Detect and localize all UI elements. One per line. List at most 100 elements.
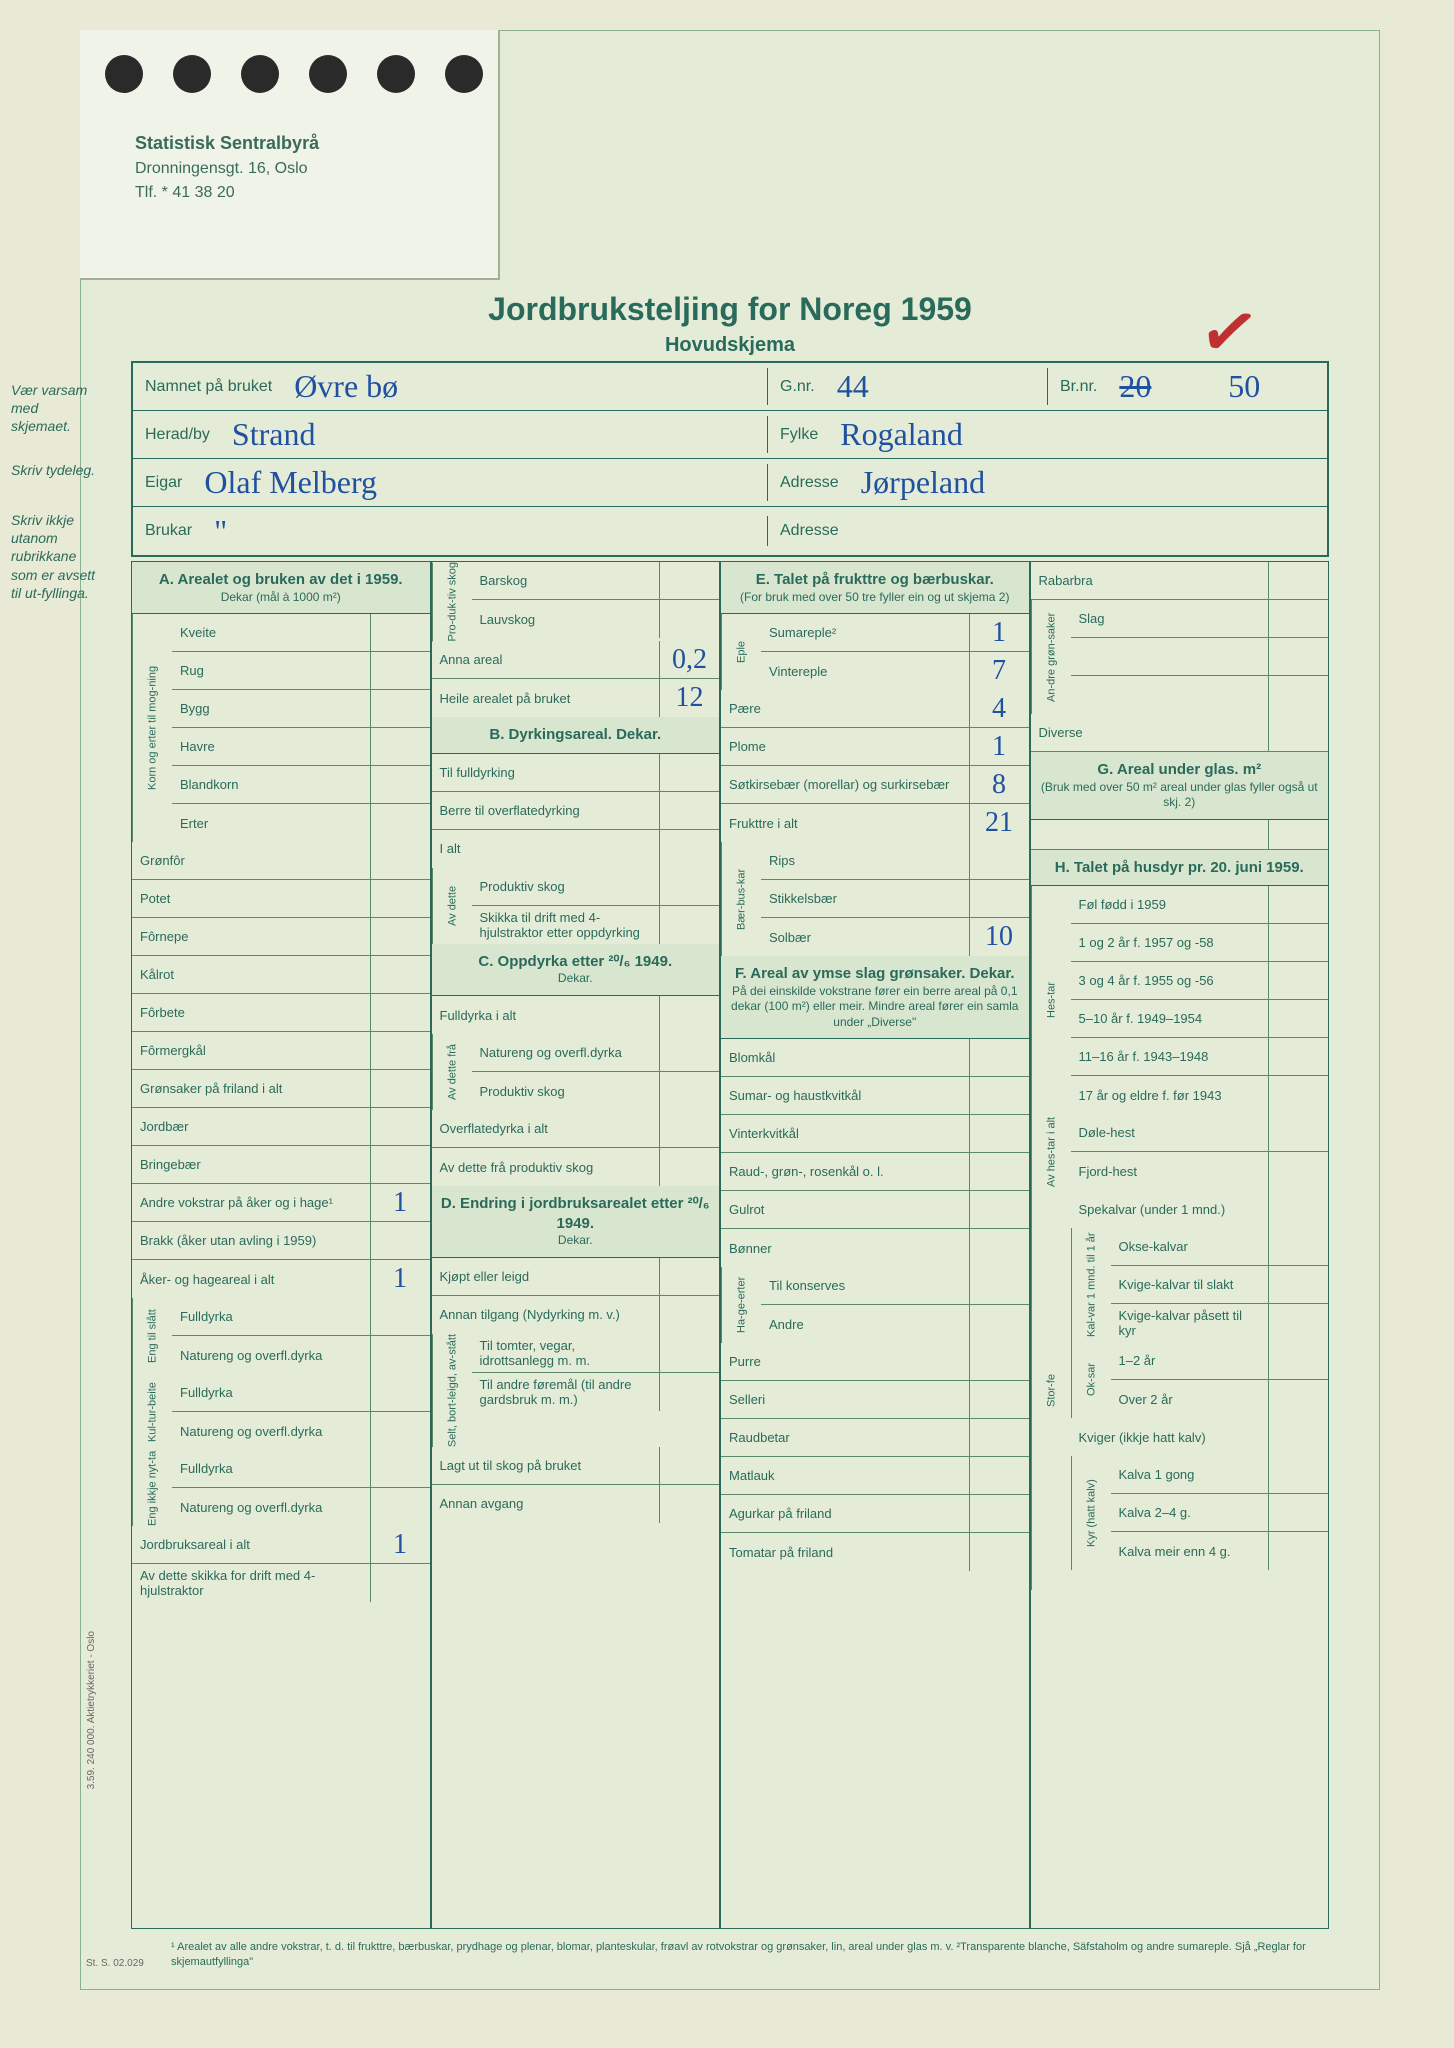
row-value [969,1077,1029,1114]
row-value: 10 [969,918,1029,956]
gnr-value: 44 [827,368,1047,405]
org-addr: Dronningensgt. 16, Oslo [135,157,319,181]
row-value: 1 [969,614,1029,651]
row-value [969,1495,1029,1532]
section-h-title: H. Talet på husdyr pr. 20. juni 1959. [1031,850,1329,887]
form-row: Søtkirsebær (morellar) og surkirsebær8 [721,766,1028,804]
baer-vlabel: Bær-bus-kar [721,842,761,956]
row-label: Havre [172,728,370,765]
row-value [370,652,430,689]
form-row: Fôrmergkål [132,1032,430,1070]
korn-group: Korn og erter til mog-ning KveiteRugBygg… [132,614,430,842]
row-label: Annan avgang [432,1485,660,1523]
fylke-label: Fylke [768,420,830,450]
form-row: Havre [172,728,430,766]
form-row: Jordbruksareal i alt1 [132,1526,430,1564]
form-row: Kalva meir enn 4 g. [1111,1532,1329,1570]
row-label: Matlauk [721,1457,968,1494]
brnr-value: 50 [1218,368,1327,405]
prodskog-vlabel: Pro-duk-tiv skog [432,562,472,641]
hage-group: Ha-ge-erter Til konservesAndre [721,1267,1028,1343]
form-row: Fulldyrka [172,1450,430,1488]
row-label: Fulldyrka i alt [432,996,660,1034]
row-label: Kviger (ikkje hatt kalv) [1071,1418,1269,1456]
row-label: Fulldyrka [172,1298,370,1335]
row-value [659,1258,719,1295]
form-row: Blomkål [721,1039,1028,1077]
row-value [370,1032,430,1069]
row-value [659,562,719,599]
row-label: Fôrmergkål [132,1032,370,1069]
row-value [1268,1456,1328,1493]
row-label: Fôrbete [132,994,370,1031]
row-label: Natureng og overfl.dyrka [472,1034,660,1071]
form-row: Kvige-kalvar til slakt [1111,1266,1329,1304]
row-label: Føl fødd i 1959 [1071,886,1269,923]
row-label: Andre [761,1305,968,1343]
row-label: 11–16 år f. 1943–1948 [1071,1038,1269,1075]
form-row: Natureng og overfl.dyrka [172,1488,430,1526]
avdettefra-group: Av dette frå Natureng og overfl.dyrkaPro… [432,1034,720,1110]
form-row: Av dette frå produktiv skog [432,1148,720,1186]
form-row: Kviger (ikkje hatt kalv) [1071,1418,1329,1456]
form-row: Stikkelsbær [761,880,1028,918]
row-label: Kålrot [132,956,370,993]
row-value [969,1419,1029,1456]
header-box: Namnet på bruket Øvre bø G.nr. 44 Br.nr.… [131,361,1329,557]
row-label: Lagt ut til skog på bruket [432,1447,660,1484]
row-label: Purre [721,1343,968,1380]
form-row: Annan tilgang (Nydyrking m. v.) [432,1296,720,1334]
row-label: Fjord-hest [1071,1152,1269,1190]
row-label: Plome [721,728,968,765]
eng-group: Eng til slått FulldyrkaNatureng og overf… [132,1298,430,1374]
row-value [370,1070,430,1107]
row-label: Berre til overflatedyrking [432,792,660,829]
row-value: 12 [659,679,719,717]
section-b-title: B. Dyrkingsareal. Dekar. [432,717,720,754]
form-row: Natureng og overfl.dyrka [172,1412,430,1450]
section-a: A. Arealet og bruken av det i 1959. Deka… [131,561,431,1929]
footnote: ¹ Arealet av alle andre vokstrar, t. d. … [171,1940,1329,1969]
brnr-struck: 20 [1109,368,1218,405]
adresse2-label: Adresse [768,516,851,546]
form-row: 3 og 4 år f. 1955 og -56 [1071,962,1329,1000]
form-row: Gulrot [721,1191,1028,1229]
hole-icon [173,55,211,93]
row-value [370,1564,430,1602]
row-value [659,1447,719,1484]
kalvar-vlabel: Kal-var 1 mnd. til 1 år [1071,1228,1111,1342]
form-row: Heile arealet på bruket12 [432,679,720,717]
form-row: Potet [132,880,430,918]
row-label: Rug [172,652,370,689]
form-row: Solbær10 [761,918,1028,956]
kyr-vlabel: Kyr (hatt kalv) [1071,1456,1111,1570]
korn-vlabel: Korn og erter til mog-ning [132,614,172,842]
form-row: Sumar- og haustkvitkål [721,1077,1028,1115]
form-grid: A. Arealet og bruken av det i 1959. Deka… [131,561,1329,1929]
section-gh: Rabarbra An-dre grøn-saker Slag Diverse … [1030,561,1330,1929]
andre-vlabel: An-dre grøn-saker [1031,600,1071,714]
row-value [1268,1304,1328,1342]
herad-label: Herad/by [133,420,222,450]
brukar-value: " [204,513,767,550]
row-value [1268,1038,1328,1075]
brukar-label: Brukar [133,516,204,546]
row-label: Sumareple² [761,614,968,651]
form-row: Brakk (åker utan avling i 1959) [132,1222,430,1260]
row-value [370,614,430,651]
row-label: Annan tilgang (Nydyrking m. v.) [432,1296,660,1334]
row-value [1268,924,1328,961]
section-g-title: G. Areal under glas. m² (Bruk med over 5… [1031,752,1329,820]
form-row: Vinterkvitkål [721,1115,1028,1153]
row-value [969,1343,1029,1380]
row-label: Spekalvar (under 1 mnd.) [1071,1190,1269,1228]
row-label: Agurkar på friland [721,1495,968,1532]
row-label: Jordbruksareal i alt [132,1526,370,1563]
row-value [370,1450,430,1487]
row-value [1268,1076,1328,1114]
avhestar-vlabel: Av hes-tar i alt [1031,1114,1071,1190]
form-row: Til konserves [761,1267,1028,1305]
hole-icon [105,55,143,93]
hage-vlabel: Ha-ge-erter [721,1267,761,1343]
hestar-group: Hes-tar Føl fødd i 19591 og 2 år f. 1957… [1031,886,1329,1114]
